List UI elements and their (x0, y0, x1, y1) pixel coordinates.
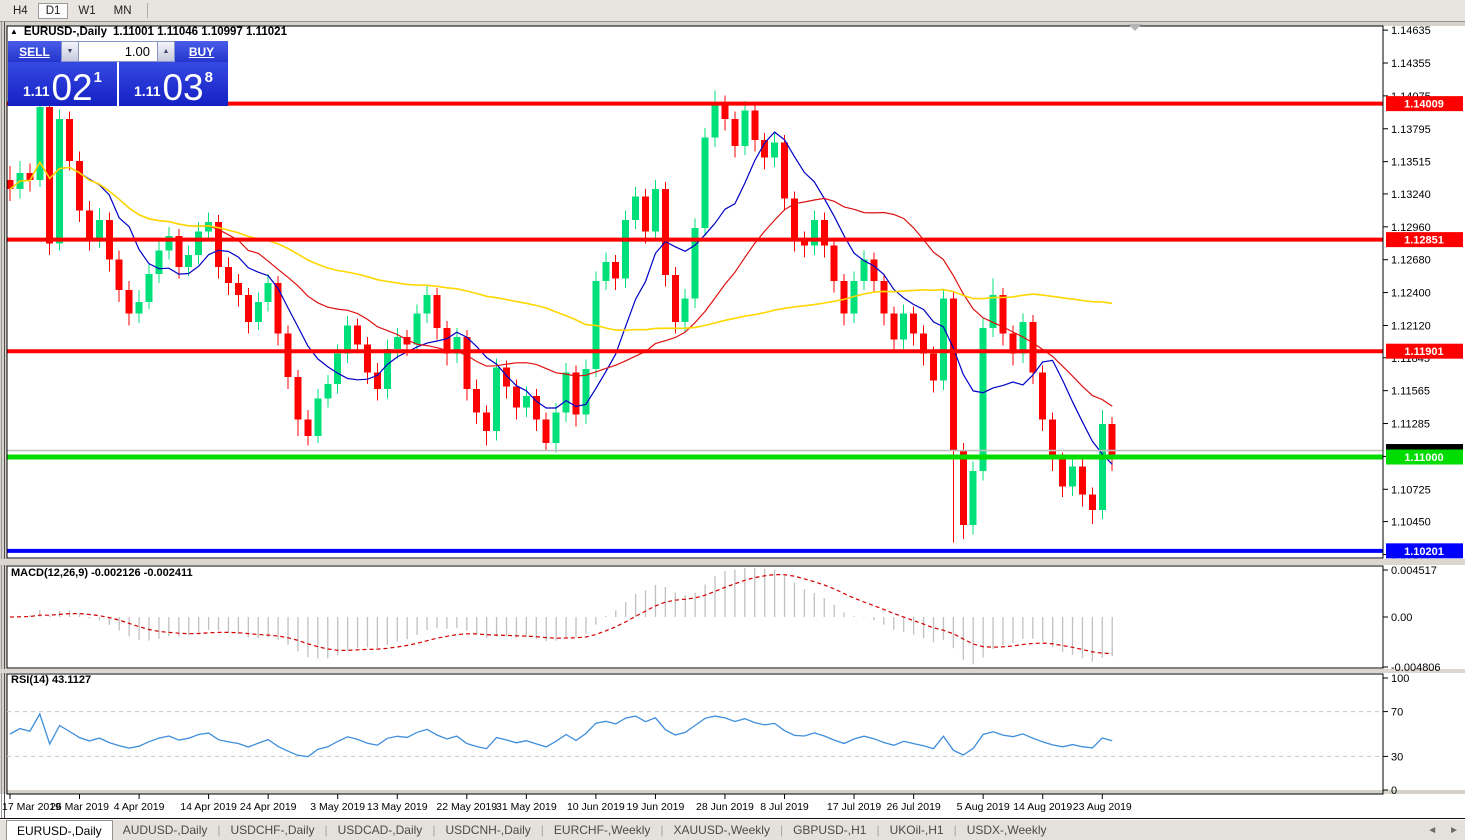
tab-usdcad-daily[interactable]: USDCAD-,Daily (337, 822, 423, 837)
chevron-up-icon: ▲ (162, 48, 170, 55)
timeframe-toolbar: H4 D1 W1 MN (0, 0, 1465, 22)
svg-text:1.11285: 1.11285 (1391, 419, 1430, 431)
sell-price-panel[interactable]: 1.11 02 1 (8, 62, 117, 106)
svg-text:19 Jun 2019: 19 Jun 2019 (627, 801, 685, 813)
tab-eurusd-daily[interactable]: EURUSD-,Daily (6, 820, 113, 840)
svg-text:1.10450: 1.10450 (1391, 517, 1431, 529)
svg-text:31 May 2019: 31 May 2019 (496, 801, 557, 813)
svg-text:1.13795: 1.13795 (1391, 124, 1431, 136)
svg-text:-0.004806: -0.004806 (1391, 662, 1441, 674)
svg-text:1.12400: 1.12400 (1391, 288, 1431, 300)
tab-scroll-buttons: ◄ ► (1427, 819, 1459, 840)
svg-text:1.11901: 1.11901 (1404, 346, 1443, 358)
tab-separator: | (217, 822, 221, 837)
volume-increase-button[interactable]: ▲ (157, 41, 175, 62)
svg-text:1.13240: 1.13240 (1391, 189, 1431, 201)
timeframe-button-mn[interactable]: MN (113, 4, 132, 17)
tab-ukoil-h1[interactable]: UKOil-,H1 (889, 822, 944, 837)
svg-text:17 Mar 2019: 17 Mar 2019 (2, 801, 61, 813)
symbol-tab-bar: EURUSD-,Daily AUDUSD-,Daily | USDCHF-,Daily… (0, 818, 1465, 840)
timeframe-button-w1[interactable]: W1 (78, 4, 96, 17)
macd-indicator-label: MACD(12,26,9) -0.002126 -0.002411 (11, 567, 193, 579)
svg-text:1.12680: 1.12680 (1391, 255, 1431, 267)
svg-text:26 Jul 2019: 26 Jul 2019 (886, 801, 940, 813)
tab-separator: | (876, 822, 880, 837)
timeframe-button-d1[interactable]: D1 (37, 2, 69, 19)
svg-text:17 Jul 2019: 17 Jul 2019 (827, 801, 881, 813)
svg-text:23 Aug 2019: 23 Aug 2019 (1073, 801, 1132, 813)
svg-text:1.11000: 1.11000 (1404, 452, 1443, 464)
tab-scroll-right-icon[interactable]: ► (1449, 824, 1459, 836)
svg-text:1.10201: 1.10201 (1404, 546, 1444, 558)
tab-audusd-daily[interactable]: AUDUSD-,Daily (122, 822, 208, 837)
svg-text:1.12960: 1.12960 (1391, 222, 1431, 234)
chart-ohlc-values: 1.11001 1.11046 1.10997 1.11021 (113, 26, 287, 38)
sell-price-big: 02 (51, 66, 93, 108)
tab-usdchf-daily[interactable]: USDCHF-,Daily (230, 822, 315, 837)
svg-text:1.12120: 1.12120 (1391, 320, 1431, 332)
toolbar-separator (146, 3, 148, 18)
svg-text:8 Jul 2019: 8 Jul 2019 (760, 801, 809, 813)
buy-price-sup: 8 (204, 69, 213, 86)
collapse-panel-icon[interactable]: ▲ (10, 26, 18, 36)
svg-text:1.12851: 1.12851 (1404, 235, 1444, 247)
volume-input[interactable] (79, 41, 157, 62)
svg-text:22 May 2019: 22 May 2019 (436, 801, 497, 813)
svg-text:70: 70 (1391, 707, 1403, 719)
tab-xauusd-weekly[interactable]: XAUUSD-,Weekly (673, 822, 770, 837)
tab-scroll-left-icon[interactable]: ◄ (1427, 824, 1438, 836)
one-click-trading-panel: SELL ▼ ▲ BUY 1.11 02 1 1.11 03 8 (8, 41, 228, 106)
buy-price-panel[interactable]: 1.11 03 8 (119, 62, 228, 106)
volume-decrease-button[interactable]: ▼ (61, 41, 79, 62)
svg-text:0.00: 0.00 (1391, 612, 1412, 624)
chart-symbol-label: EURUSD-,Daily (23, 26, 107, 38)
svg-text:4 Apr 2019: 4 Apr 2019 (114, 801, 165, 813)
tab-separator: | (953, 822, 957, 837)
svg-text:30: 30 (1391, 751, 1403, 763)
tab-usdcnh-daily[interactable]: USDCNH-,Daily (445, 822, 531, 837)
rsi-indicator-label: RSI(14) 43.1127 (11, 674, 92, 686)
buy-price-base: 1.11 (134, 83, 161, 99)
svg-text:1.11565: 1.11565 (1391, 386, 1430, 398)
chart-title: ▲ EURUSD-,Daily 1.11001 1.11046 1.10997 … (10, 26, 287, 38)
svg-text:5 Aug 2019: 5 Aug 2019 (957, 801, 1010, 813)
tab-usdx-weekly[interactable]: USDX-,Weekly (966, 822, 1047, 837)
chevron-down-icon: ▼ (66, 48, 74, 55)
buy-button[interactable]: BUY (175, 41, 228, 62)
tab-eurchf-weekly[interactable]: EURCHF-,Weekly (553, 822, 651, 837)
svg-text:100: 100 (1391, 673, 1409, 685)
svg-text:13 May 2019: 13 May 2019 (367, 801, 428, 813)
svg-text:1.14635: 1.14635 (1391, 25, 1431, 37)
svg-text:0: 0 (1391, 785, 1397, 797)
svg-text:1.14355: 1.14355 (1391, 58, 1431, 70)
chart-canvas[interactable]: 1.146351.143551.140751.137951.135151.132… (0, 22, 1465, 818)
buy-price-big: 03 (162, 66, 204, 108)
svg-text:14 Apr 2019: 14 Apr 2019 (180, 801, 237, 813)
tab-separator: | (324, 822, 328, 837)
timeframe-button-h4[interactable]: H4 (13, 4, 28, 17)
sell-button[interactable]: SELL (8, 41, 61, 62)
tab-separator: | (540, 822, 544, 837)
svg-text:10 Jun 2019: 10 Jun 2019 (567, 801, 625, 813)
tab-separator: | (660, 822, 664, 837)
tab-separator: | (432, 822, 436, 837)
macd-histogram (19, 568, 1113, 665)
svg-text:14 Aug 2019: 14 Aug 2019 (1013, 801, 1072, 813)
svg-text:26 Mar 2019: 26 Mar 2019 (50, 801, 109, 813)
svg-text:3 May 2019: 3 May 2019 (310, 801, 365, 813)
sell-price-sup: 1 (93, 69, 102, 86)
svg-text:1.14009: 1.14009 (1404, 99, 1444, 111)
svg-text:28 Jun 2019: 28 Jun 2019 (696, 801, 754, 813)
svg-text:0.004517: 0.004517 (1391, 565, 1437, 577)
svg-text:1.13515: 1.13515 (1391, 157, 1431, 169)
sell-price-base: 1.11 (23, 83, 50, 99)
svg-text:1.10725: 1.10725 (1391, 484, 1431, 496)
tab-separator: | (779, 822, 784, 837)
svg-text:24 Apr 2019: 24 Apr 2019 (240, 801, 297, 813)
tab-gbpusd-h1[interactable]: GBPUSD-,H1 (793, 822, 867, 837)
